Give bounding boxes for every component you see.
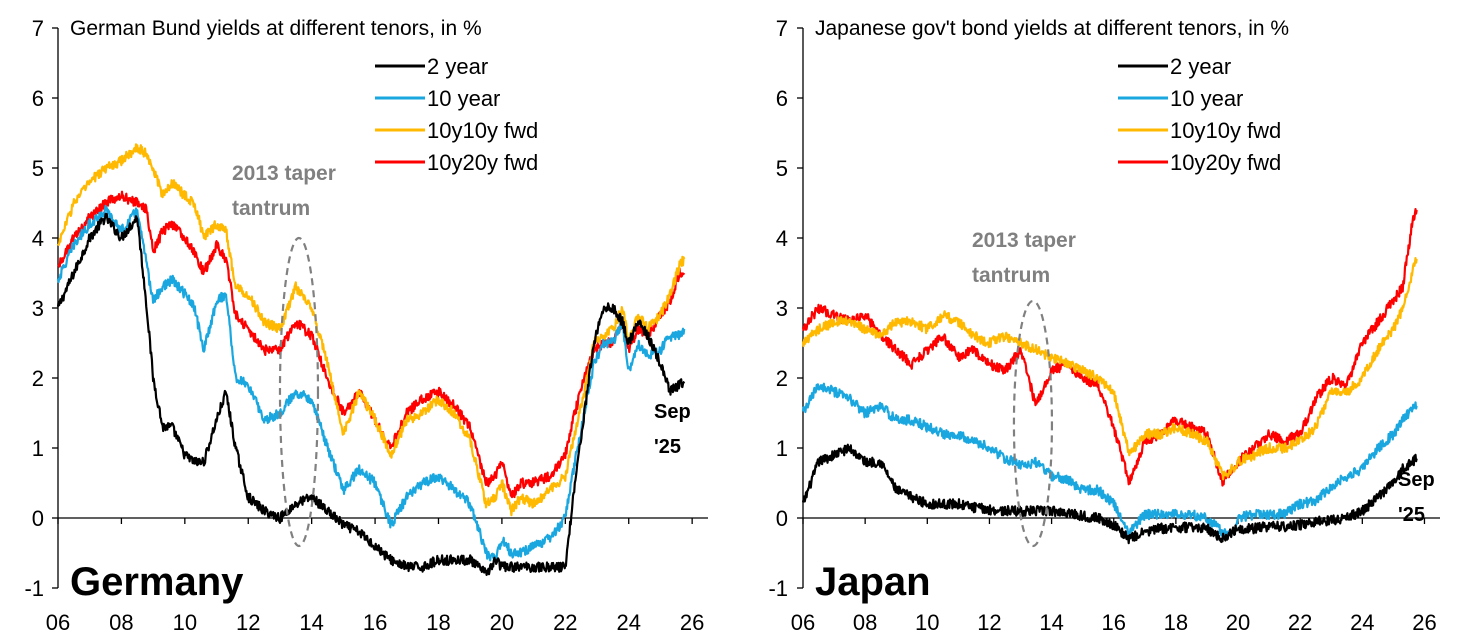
- x-tick-label: 18: [426, 610, 450, 635]
- x-tick-label: 12: [977, 610, 1001, 635]
- x-tick-label: 08: [109, 610, 133, 635]
- y-tick-label: 6: [32, 86, 44, 111]
- x-tick-label: 24: [616, 610, 640, 635]
- x-tick-label: 14: [299, 610, 323, 635]
- end-label: Sep: [654, 401, 691, 423]
- x-tick-label: 10: [915, 610, 939, 635]
- series-line-2-year: [56, 212, 686, 576]
- y-tick-label: -1: [768, 576, 788, 601]
- end-label: '25: [654, 436, 681, 458]
- y-tick-label: 1: [776, 436, 788, 461]
- legend-label: 2 year: [427, 54, 488, 79]
- series-line-10-year: [801, 382, 1418, 540]
- x-tick-label: 22: [1288, 610, 1312, 635]
- y-tick-label: 0: [32, 506, 44, 531]
- x-tick-label: 06: [46, 610, 70, 635]
- country-label: Germany: [70, 560, 244, 604]
- y-tick-label: 7: [32, 16, 44, 41]
- x-tick-label: 16: [1101, 610, 1125, 635]
- y-tick-label: 7: [776, 16, 788, 41]
- end-label: Sep: [1398, 469, 1435, 491]
- x-tick-label: 14: [1039, 610, 1063, 635]
- y-tick-label: 2: [776, 366, 788, 391]
- x-tick-label: 18: [1164, 610, 1188, 635]
- y-tick-label: 1: [32, 436, 44, 461]
- x-tick-label: 24: [1350, 610, 1374, 635]
- y-tick-label: 3: [776, 296, 788, 321]
- series-line-10y20y-fwd: [57, 190, 686, 499]
- x-tick-label: 10: [173, 610, 197, 635]
- legend-label: 10 year: [427, 86, 500, 111]
- series-line-10y10y-fwd: [801, 257, 1418, 481]
- x-tick-label: 22: [553, 610, 577, 635]
- taper-tantrum-ellipse: [278, 236, 320, 548]
- y-tick-label: 4: [32, 226, 44, 251]
- series-line-10-year: [56, 204, 686, 563]
- y-tick-label: 5: [32, 156, 44, 181]
- y-tick-label: 2: [32, 366, 44, 391]
- annotation-label: 2013 taper: [232, 162, 336, 185]
- y-tick-label: -1: [24, 576, 44, 601]
- x-tick-label: 26: [1412, 610, 1436, 635]
- x-tick-label: 12: [236, 610, 260, 635]
- y-tick-label: 0: [776, 506, 788, 531]
- chart-title: German Bund yields at different tenors, …: [70, 17, 482, 40]
- country-label: Japan: [815, 560, 931, 604]
- legend-label: 10y10y fwd: [1170, 118, 1281, 143]
- end-label: '25: [1398, 504, 1425, 526]
- series-line-10y20y-fwd: [801, 208, 1418, 487]
- legend-label: 10 year: [1170, 86, 1243, 111]
- annotation-label: tantrum: [972, 264, 1050, 287]
- y-tick-label: 4: [776, 226, 788, 251]
- annotation-label: 2013 taper: [972, 229, 1076, 252]
- legend-label: 2 year: [1170, 54, 1231, 79]
- x-tick-label: 16: [363, 610, 387, 635]
- y-tick-label: 3: [32, 296, 44, 321]
- x-tick-label: 20: [1226, 610, 1250, 635]
- legend-label: 10y20y fwd: [427, 150, 538, 175]
- y-tick-label: 6: [776, 86, 788, 111]
- x-tick-label: 20: [490, 610, 514, 635]
- legend-label: 10y20y fwd: [1170, 150, 1281, 175]
- series-line-2-year: [801, 443, 1418, 545]
- y-tick-label: 5: [776, 156, 788, 181]
- taper-tantrum-ellipse: [1012, 299, 1054, 548]
- annotation-label: tantrum: [232, 197, 310, 220]
- x-tick-label: 08: [853, 610, 877, 635]
- chart-title: Japanese gov't bond yields at different …: [815, 17, 1289, 40]
- x-tick-label: 06: [791, 610, 815, 635]
- series-line-10y10y-fwd: [57, 143, 686, 517]
- legend-label: 10y10y fwd: [427, 118, 538, 143]
- x-tick-label: 26: [680, 610, 704, 635]
